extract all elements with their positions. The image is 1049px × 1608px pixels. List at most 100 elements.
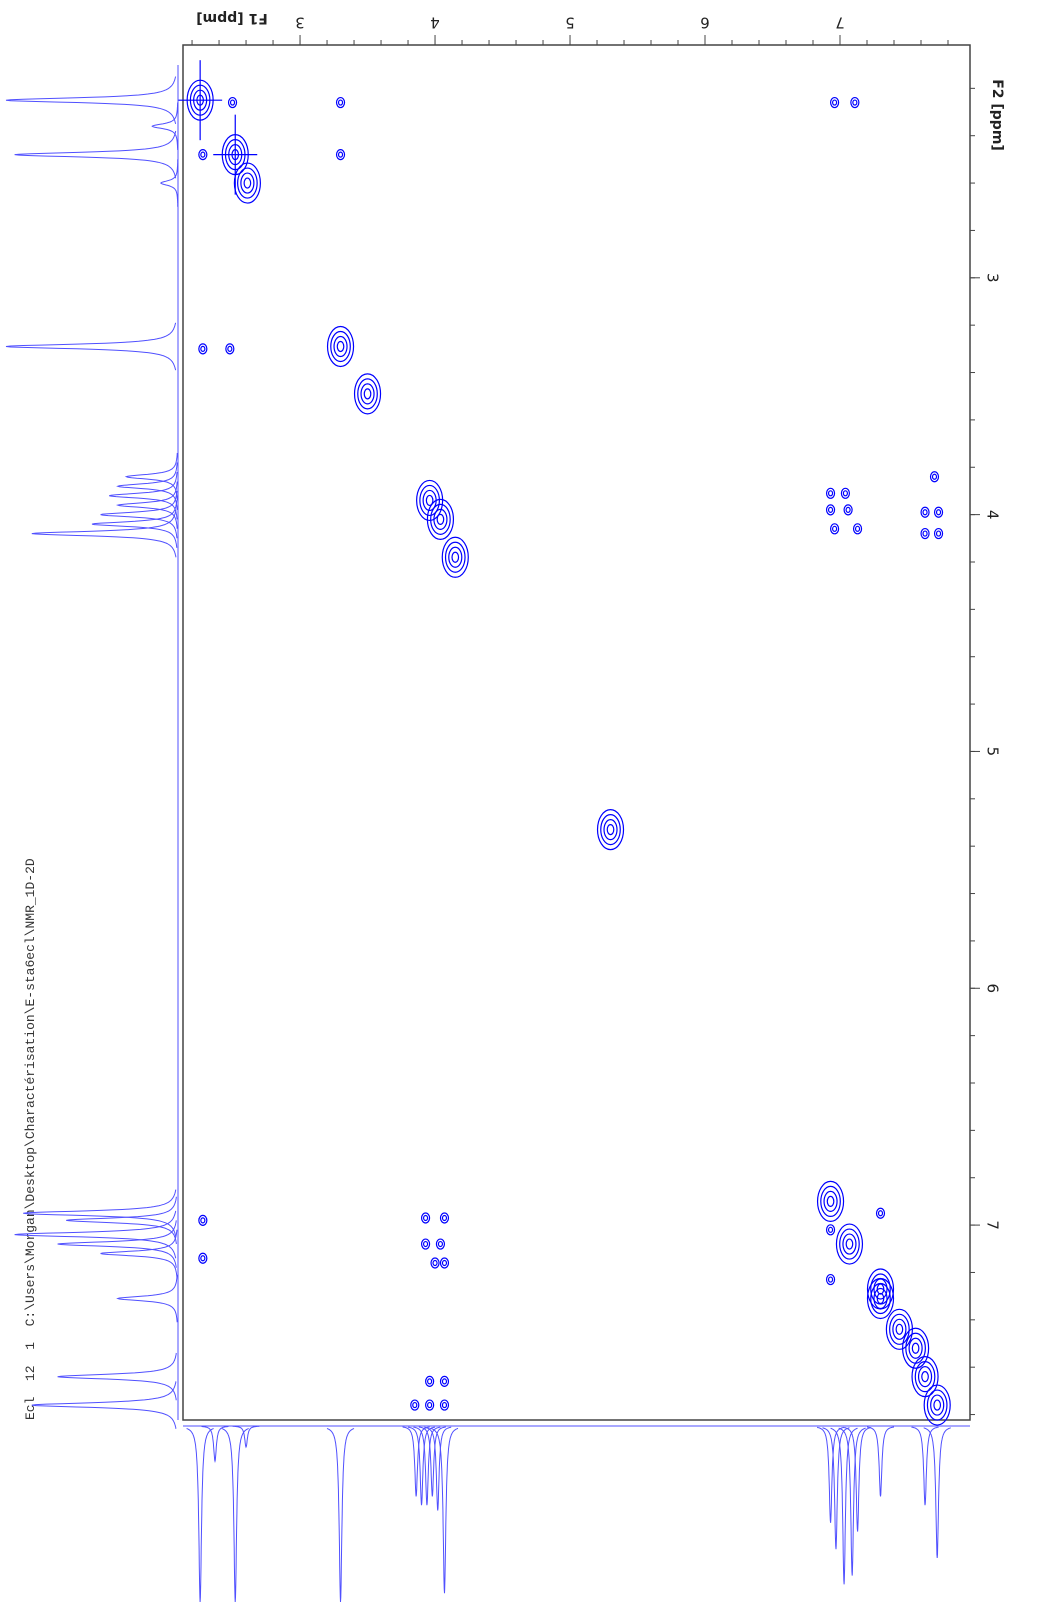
cross-peak [850,96,860,109]
contour [419,484,440,517]
cross-peak [416,479,444,522]
contour [441,536,469,578]
y-tick-label: 3 [984,273,1002,283]
bottom-projection-peak [923,1427,951,1559]
contour [827,490,834,497]
bottom-projection-peak [221,1428,249,1603]
contour [876,1283,885,1295]
contour [600,813,621,846]
cross-peak [816,1180,845,1223]
contour [227,345,233,352]
contour [357,378,378,410]
contour [227,96,238,109]
left-projection-peak [100,1229,178,1278]
cross-peak [875,1207,886,1219]
contour [933,506,944,518]
contour [427,1378,433,1385]
contour [839,1228,860,1260]
contour [603,818,618,841]
cross-peak [920,506,930,518]
contour [198,343,208,355]
contour [198,1252,208,1264]
contour [420,1212,431,1224]
contour [441,1259,448,1267]
x-axis-label: F1 [ppm] [196,10,268,26]
y-tick-label: 5 [984,747,1002,757]
cross-peak [198,149,208,161]
contour [905,1332,926,1364]
contour [866,1268,895,1310]
contour [901,1327,930,1369]
contour [840,487,851,499]
contour [225,343,235,355]
contour [933,527,944,540]
contour [877,1210,884,1217]
cross-peak [825,504,836,516]
contour [439,1399,450,1411]
contour [892,1318,907,1340]
cross-peak [198,1214,208,1226]
plot-frame [182,44,971,1421]
x-tick-label: 6 [700,14,710,32]
contour [439,1257,450,1269]
contour [439,1375,450,1387]
contour [911,1342,920,1354]
contour [233,162,261,204]
bottom-projection-peak [867,1426,894,1497]
bottom-projection-peak [326,1428,355,1603]
bottom-projection-peak [424,1426,452,1511]
contour [229,99,236,106]
contour [816,1180,845,1223]
contour [832,99,838,106]
left-projection-peak [100,490,178,539]
bottom-projection-peak [232,1425,260,1449]
contour [926,1389,948,1421]
cross-peak [439,1212,450,1224]
cross-peak [933,527,944,540]
sample-label: Ecl 12 1 C:\Users\Morgan\Desktop\Charact… [23,858,38,1420]
contour [843,504,853,516]
contour [933,1399,942,1411]
contour [825,1273,836,1286]
cross-peak [920,527,930,540]
contour [200,345,206,352]
cross-peak [430,1257,440,1269]
cross-peak [439,1257,450,1269]
cross-peak [929,471,940,483]
contour [336,340,345,353]
contour [243,177,252,189]
cross-peak [441,536,469,578]
left-projection-peak [160,159,179,207]
contour [333,335,348,358]
contour [908,1337,923,1359]
contour [920,527,930,540]
cross-peak [830,523,840,535]
contour [929,471,940,483]
cross-peak [410,1399,420,1411]
contour [337,99,344,106]
contour [441,1378,448,1385]
cross-peak [439,1375,450,1387]
contour [335,149,346,161]
bottom-projection-peak [418,1426,446,1497]
contour [935,509,942,516]
contour [920,506,930,518]
bottom-projection-peak [430,1427,459,1594]
contour [923,1384,951,1426]
contour [353,373,382,415]
contour [921,1371,929,1383]
contour [436,513,445,525]
x-tick-label: 3 [295,14,305,32]
contour [596,808,625,851]
cross-peak [198,1252,208,1264]
bottom-projection-peak [822,1427,850,1550]
cross-peak [227,96,238,109]
contour [335,96,346,109]
cross-peak [825,1273,836,1286]
bottom-projection-peak [830,1427,858,1585]
x-tick-label: 4 [430,14,440,32]
y-tick-label: 4 [984,510,1002,520]
contour [200,151,206,158]
cross-peak [933,506,944,518]
